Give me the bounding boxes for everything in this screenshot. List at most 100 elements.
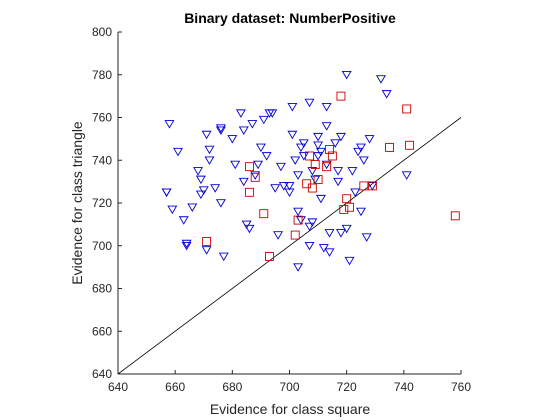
- triangle-point: [350, 188, 361, 197]
- x-tick-label: 660: [165, 380, 185, 394]
- x-tick-label: 760: [451, 380, 471, 394]
- triangle-point: [258, 115, 269, 125]
- square-point: [405, 140, 414, 150]
- triangle-point: [253, 160, 264, 170]
- triangle-point: [210, 184, 221, 193]
- triangle-point: [364, 135, 375, 144]
- square-point: [250, 172, 260, 182]
- triangle-point: [304, 241, 315, 251]
- triangle-point: [227, 135, 238, 144]
- triangle-point: [201, 246, 212, 255]
- triangle-point: [293, 207, 304, 217]
- triangle-point: [181, 239, 192, 249]
- triangle-point: [333, 177, 344, 187]
- triangle-point: [307, 167, 318, 176]
- triangle-point: [375, 75, 386, 84]
- triangle-point: [321, 160, 332, 170]
- triangle-point: [344, 256, 355, 266]
- triangle-point: [215, 199, 226, 208]
- diagonal-reference-line: [117, 117, 462, 375]
- triangle-point: [250, 171, 261, 180]
- triangle-point: [401, 171, 412, 180]
- triangle-point: [315, 194, 326, 204]
- triangle-point: [358, 156, 369, 165]
- y-tick-label: 700: [92, 239, 112, 253]
- triangle-point: [307, 218, 318, 227]
- triangle-point: [241, 220, 252, 230]
- triangle-point: [287, 130, 298, 140]
- triangle-point: [318, 244, 329, 253]
- triangle-point: [261, 152, 272, 161]
- square-point: [313, 175, 323, 184]
- triangle-point: [287, 103, 298, 112]
- triangle-point: [264, 109, 275, 118]
- y-tick-label: 680: [92, 282, 112, 296]
- triangle-point: [330, 139, 341, 148]
- square-point: [359, 181, 369, 191]
- y-tick-label: 720: [92, 196, 112, 210]
- triangle-point: [298, 139, 309, 148]
- triangle-point: [247, 120, 258, 129]
- triangle-point: [304, 98, 315, 108]
- square-point: [322, 162, 332, 172]
- triangle-point: [333, 167, 344, 176]
- square-point: [385, 142, 394, 152]
- square-point: [305, 151, 314, 161]
- x-tick-label: 700: [279, 380, 299, 394]
- triangle-point: [238, 177, 249, 187]
- triangle-point: [204, 156, 215, 165]
- square-point: [265, 251, 274, 261]
- triangle-point: [355, 143, 366, 153]
- triangle-point: [353, 147, 364, 157]
- triangle-point: [290, 156, 301, 165]
- square-point: [202, 237, 212, 246]
- triangle-point: [361, 233, 372, 242]
- triangle-point: [293, 171, 304, 180]
- triangle-point: [244, 224, 255, 234]
- triangle-point: [335, 229, 346, 238]
- triangle-point: [178, 216, 189, 225]
- square-point: [345, 202, 354, 212]
- triangle-point: [367, 182, 378, 191]
- square-point: [450, 211, 460, 221]
- triangle-point: [321, 122, 332, 131]
- triangle-point: [381, 90, 392, 99]
- triangle-point: [313, 152, 324, 161]
- x-tick-label: 640: [108, 380, 128, 394]
- triangle-point: [275, 162, 286, 172]
- triangle-point: [335, 132, 346, 142]
- square-point: [307, 183, 317, 193]
- triangle-point: [161, 188, 172, 197]
- x-tick-label: 720: [337, 380, 357, 394]
- triangle-point: [278, 182, 289, 191]
- triangle-point: [304, 222, 315, 232]
- triangle-point: [195, 175, 206, 185]
- plot-area: 640 660 680 700 720 740 760 640 660 680 700 720 740 7…: [92, 25, 471, 394]
- square-point: [342, 194, 352, 204]
- square-point: [245, 162, 254, 172]
- triangle-point: [355, 207, 366, 217]
- triangle-point: [173, 147, 184, 157]
- triangle-point: [195, 190, 206, 200]
- x-tick-label: 740: [394, 380, 414, 394]
- triangle-point: [181, 241, 192, 251]
- triangle-point: [187, 203, 198, 212]
- y-tick-label: 780: [92, 68, 112, 82]
- y-tick-label: 800: [92, 25, 112, 39]
- triangle-point: [218, 252, 229, 262]
- triangle-point: [238, 126, 249, 135]
- square-point: [336, 91, 346, 101]
- triangle-point: [313, 132, 324, 142]
- square-point: [325, 145, 334, 155]
- triangle-point: [215, 126, 226, 135]
- square-point: [402, 104, 412, 114]
- triangle-point: [204, 145, 215, 155]
- triangle-point: [310, 175, 321, 185]
- x-tick-label: 680: [222, 380, 242, 394]
- triangle-point: [167, 205, 178, 215]
- triangle-point: [235, 109, 246, 118]
- triangle-point: [193, 167, 204, 176]
- square-point: [327, 151, 337, 161]
- square-point: [310, 160, 320, 169]
